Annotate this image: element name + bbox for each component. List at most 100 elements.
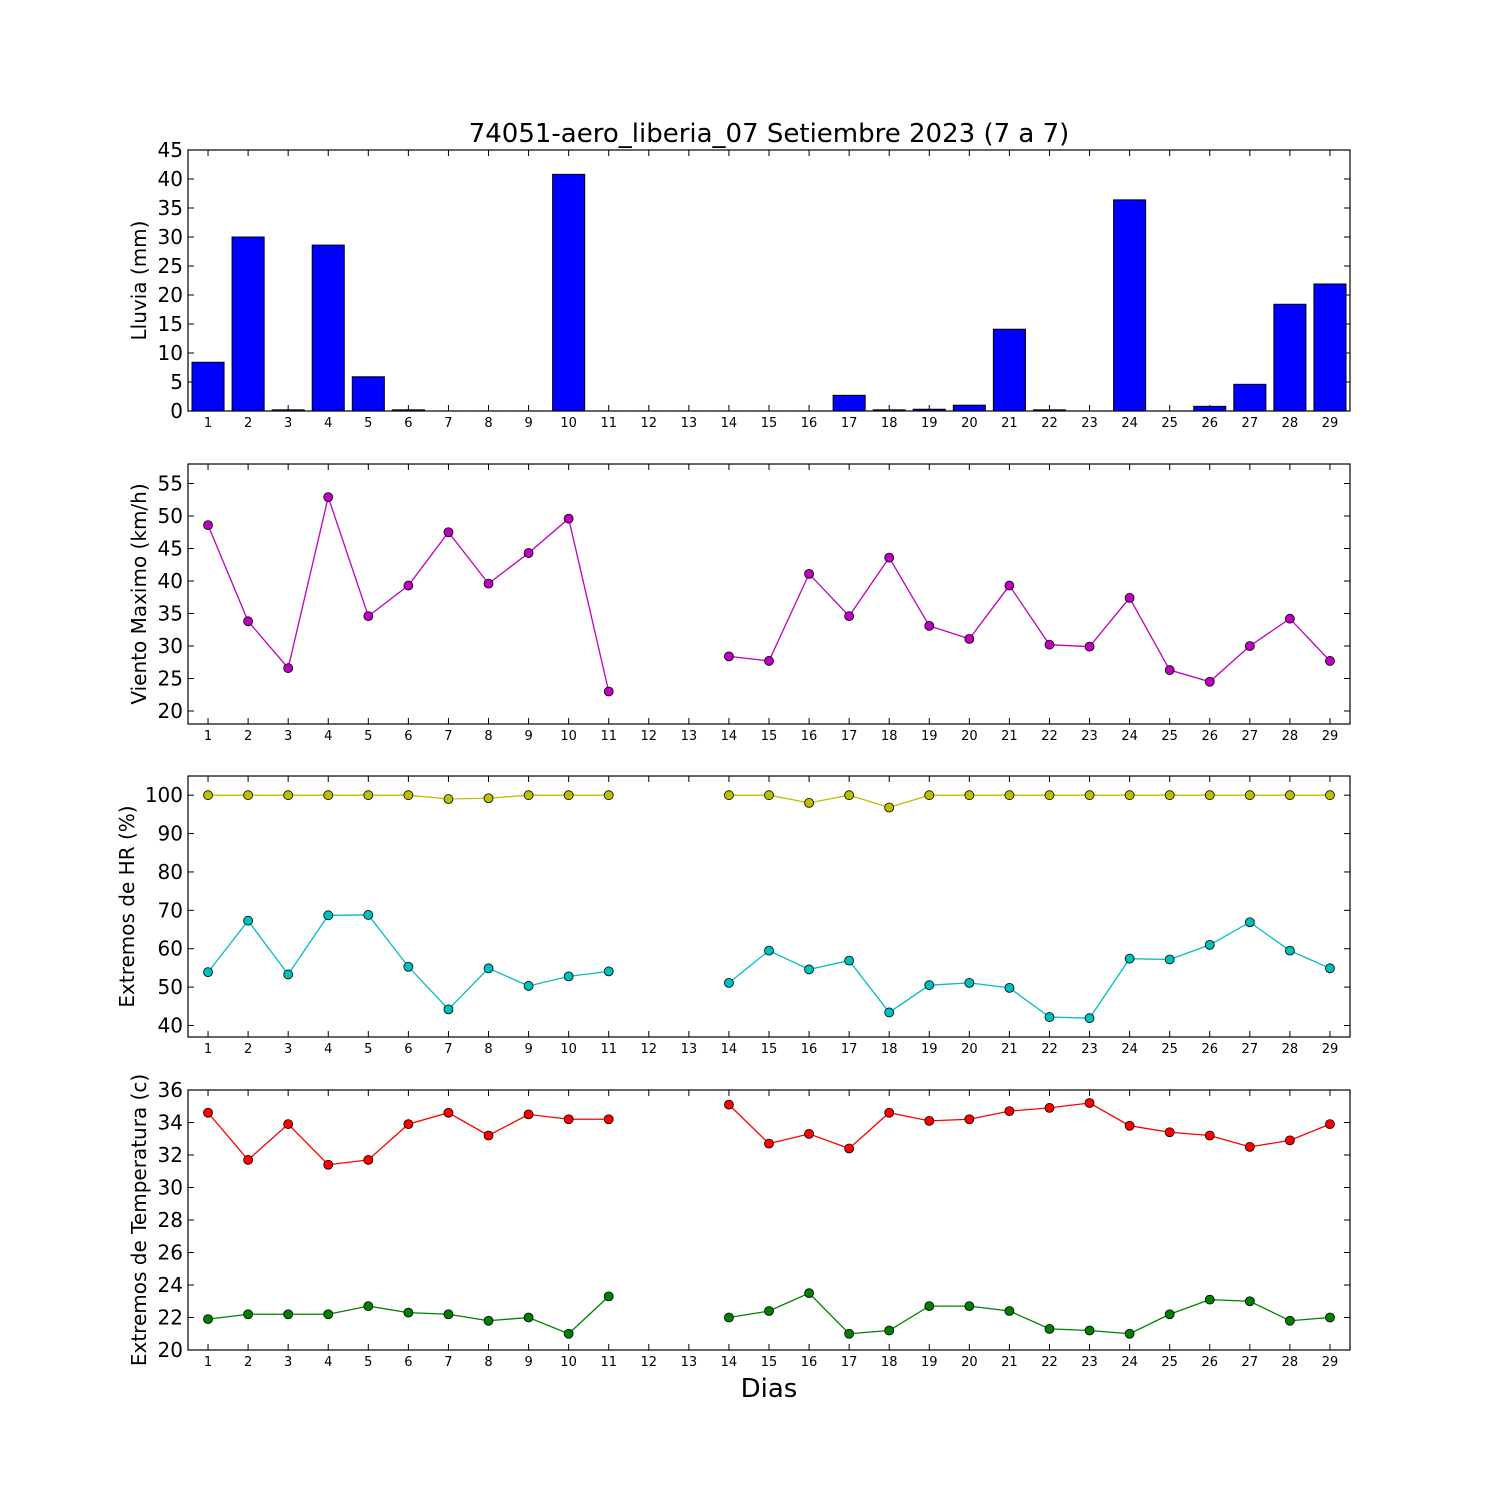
x-tick-label: 28 bbox=[1282, 1355, 1299, 1370]
series-1-point-day-25 bbox=[1164, 1127, 1175, 1138]
x-tick-label: 28 bbox=[1282, 416, 1299, 431]
series-2-point-day-23 bbox=[1084, 1013, 1095, 1024]
series-1-point-day-29 bbox=[1325, 790, 1335, 801]
x-tick-label: 6 bbox=[404, 729, 412, 744]
x-tick-label: 4 bbox=[324, 1042, 332, 1057]
x-tick-label: 11 bbox=[600, 1042, 617, 1057]
x-tick-label: 3 bbox=[284, 416, 292, 431]
series-1-point-day-24 bbox=[1124, 790, 1135, 801]
x-tick-label: 19 bbox=[921, 1355, 938, 1370]
bar-day-10 bbox=[552, 173, 586, 412]
x-tick-label: 9 bbox=[524, 1042, 532, 1057]
y-tick-label: 70 bbox=[158, 898, 183, 922]
series-1-point-day-24 bbox=[1124, 1120, 1135, 1131]
x-tick-label: 8 bbox=[484, 1042, 492, 1057]
x-tick-label: 21 bbox=[1001, 1355, 1018, 1370]
x-tick-label: 3 bbox=[284, 1042, 292, 1057]
x-tick-label: 13 bbox=[681, 729, 698, 744]
y-axis-label: Extremos de Temperatura (c) bbox=[127, 1074, 151, 1366]
plot-frame bbox=[187, 463, 1351, 725]
series-1-point-day-18 bbox=[884, 1107, 895, 1118]
series-2-point-day-21 bbox=[1004, 1306, 1015, 1316]
x-tick-label: 1 bbox=[204, 416, 212, 431]
y-tick-label: 50 bbox=[158, 504, 183, 528]
x-tick-label: 14 bbox=[721, 416, 738, 431]
series-2-point-day-24 bbox=[1124, 1328, 1135, 1339]
plot-frame bbox=[187, 149, 1351, 412]
series-1-point-day-25 bbox=[1164, 790, 1175, 801]
series-1-point-day-11 bbox=[603, 790, 614, 801]
bar-day-26 bbox=[1193, 405, 1227, 412]
x-tick-label: 5 bbox=[364, 1355, 372, 1370]
x-tick-label: 29 bbox=[1322, 1355, 1339, 1370]
x-tick-label: 22 bbox=[1041, 416, 1058, 431]
y-tick-label: 26 bbox=[158, 1241, 183, 1265]
series-1-point-day-21 bbox=[1004, 790, 1015, 801]
x-tick-label: 20 bbox=[961, 416, 978, 431]
series-2-point-day-27 bbox=[1244, 1296, 1255, 1307]
x-tick-label: 28 bbox=[1282, 729, 1299, 744]
x-tick-label: 29 bbox=[1322, 1042, 1339, 1057]
y-tick-label: 40 bbox=[158, 167, 183, 191]
series-1-point-day-18 bbox=[884, 552, 895, 563]
x-tick-label: 20 bbox=[961, 1042, 978, 1057]
series-2-point-day-7 bbox=[443, 1309, 454, 1320]
series-1-point-day-5 bbox=[363, 790, 374, 801]
x-tick-label: 15 bbox=[761, 1355, 778, 1370]
series-1-point-day-26 bbox=[1204, 790, 1215, 801]
x-tick-label: 13 bbox=[681, 1355, 698, 1370]
series-1-point-day-23 bbox=[1084, 641, 1095, 652]
series-1-point-day-6 bbox=[403, 790, 414, 801]
series-1-point-day-2 bbox=[243, 790, 254, 801]
y-tick-label: 100 bbox=[145, 783, 183, 807]
bar-day-4 bbox=[311, 244, 345, 412]
series-2-point-day-6 bbox=[403, 1307, 414, 1318]
x-tick-label: 24 bbox=[1121, 416, 1138, 431]
y-tick-label: 45 bbox=[158, 138, 183, 162]
x-tick-label: 5 bbox=[364, 1042, 372, 1057]
series-1-point-day-22 bbox=[1044, 1102, 1055, 1113]
series-1-point-day-4 bbox=[323, 790, 334, 801]
x-tick-label: 24 bbox=[1121, 1042, 1138, 1057]
x-tick-label: 7 bbox=[444, 1042, 452, 1057]
y-tick-label: 35 bbox=[158, 602, 183, 626]
series-1-point-day-29 bbox=[1325, 656, 1335, 666]
series-1-point-day-19 bbox=[924, 790, 935, 801]
series-1-point-day-24 bbox=[1124, 593, 1135, 603]
bar-day-19 bbox=[912, 408, 946, 412]
x-tick-label: 19 bbox=[921, 729, 938, 744]
series-1-point-day-14 bbox=[724, 790, 734, 801]
x-tick-label: 6 bbox=[404, 1355, 412, 1370]
series-1-point-day-5 bbox=[363, 611, 374, 621]
series-1-point-day-11 bbox=[603, 1114, 614, 1125]
series-2-point-day-3 bbox=[283, 969, 294, 980]
x-tick-label: 11 bbox=[600, 729, 617, 744]
x-tick-label: 14 bbox=[721, 1355, 738, 1370]
series-1-point-day-9 bbox=[523, 548, 534, 558]
y-tick-label: 28 bbox=[158, 1208, 183, 1232]
x-tick-label: 26 bbox=[1201, 1355, 1218, 1370]
x-tick-label: 15 bbox=[761, 416, 778, 431]
series-2-point-day-8 bbox=[483, 963, 494, 974]
x-tick-label: 1 bbox=[204, 1042, 212, 1057]
series-2-point-day-14 bbox=[724, 1312, 734, 1323]
x-tick-label: 18 bbox=[881, 416, 898, 431]
series-1-point-day-20 bbox=[964, 633, 975, 644]
series-2-point-day-15 bbox=[764, 1306, 774, 1316]
bar-day-24 bbox=[1113, 199, 1147, 412]
x-tick-label: 19 bbox=[921, 416, 938, 431]
series-2-point-day-26 bbox=[1204, 1294, 1215, 1305]
x-tick-label: 11 bbox=[600, 1355, 617, 1370]
plot-frame bbox=[187, 775, 1351, 1038]
series-2-point-day-25 bbox=[1164, 1309, 1175, 1320]
series-1-point-day-23 bbox=[1084, 1098, 1095, 1108]
series-1-line bbox=[728, 1102, 1331, 1150]
x-tick-label: 10 bbox=[560, 1355, 577, 1370]
x-tick-label: 8 bbox=[484, 1355, 492, 1370]
series-1-point-day-10 bbox=[563, 790, 574, 801]
x-tick-label: 18 bbox=[881, 1042, 898, 1057]
y-tick-label: 5 bbox=[170, 370, 183, 394]
series-2-point-day-17 bbox=[844, 1328, 855, 1339]
x-tick-label: 1 bbox=[204, 729, 212, 744]
